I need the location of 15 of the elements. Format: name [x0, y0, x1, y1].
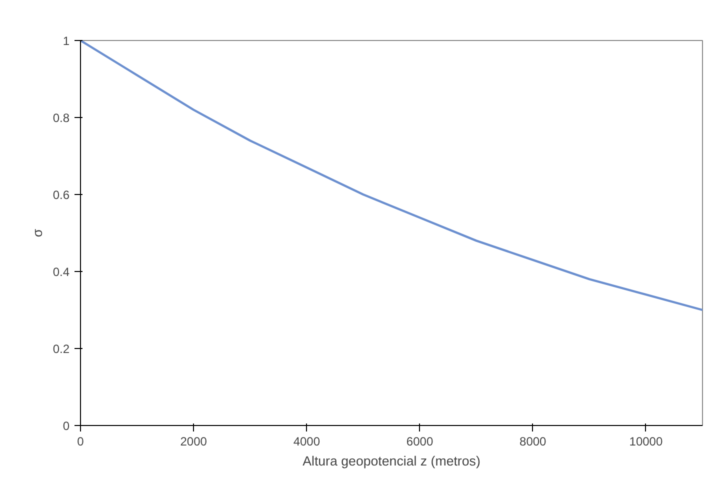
- x-tick-label: 0: [77, 434, 84, 448]
- x-tick-label: 2000: [180, 434, 208, 448]
- x-axis-title: Altura geopotencial z (metros): [302, 454, 480, 468]
- line-series: [80, 40, 702, 312]
- y-axis-title: σ: [30, 228, 45, 238]
- y-tick-label: 0: [62, 419, 70, 433]
- y-tick-label: 0.2: [52, 342, 70, 356]
- y-tick-label: 0.4: [52, 265, 70, 279]
- y-tick-label: 0.6: [52, 188, 70, 202]
- x-tick-label: 6000: [406, 434, 434, 448]
- y-tick-label: 1: [62, 34, 70, 48]
- y-tick-label: 0.8: [52, 111, 70, 125]
- x-tick-label: 8000: [520, 434, 547, 448]
- x-tick-label: 4000: [293, 434, 320, 448]
- x-tick-label: 10000: [629, 434, 663, 448]
